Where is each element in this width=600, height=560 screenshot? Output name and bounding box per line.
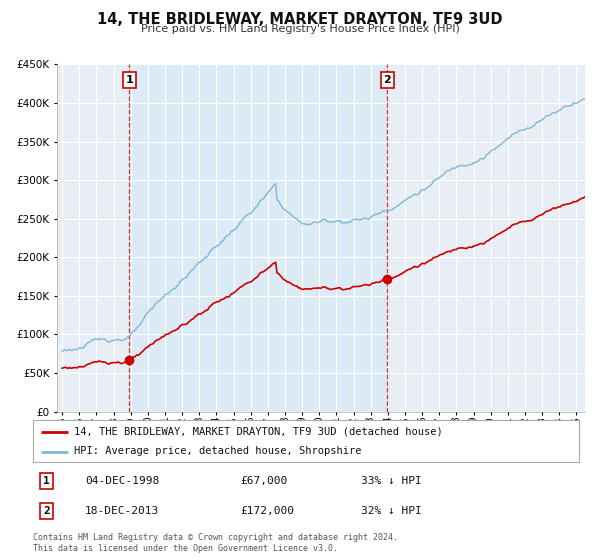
Text: 2: 2 bbox=[43, 506, 50, 516]
Text: 32% ↓ HPI: 32% ↓ HPI bbox=[361, 506, 421, 516]
Bar bbox=[130, 64, 387, 412]
Text: £172,000: £172,000 bbox=[241, 506, 295, 516]
Text: £67,000: £67,000 bbox=[241, 476, 288, 486]
Text: 33% ↓ HPI: 33% ↓ HPI bbox=[361, 476, 421, 486]
Text: 14, THE BRIDLEWAY, MARKET DRAYTON, TF9 3UD: 14, THE BRIDLEWAY, MARKET DRAYTON, TF9 3… bbox=[97, 12, 503, 27]
Text: 18-DEC-2013: 18-DEC-2013 bbox=[85, 506, 159, 516]
Text: 14, THE BRIDLEWAY, MARKET DRAYTON, TF9 3UD (detached house): 14, THE BRIDLEWAY, MARKET DRAYTON, TF9 3… bbox=[74, 427, 443, 437]
Text: 04-DEC-1998: 04-DEC-1998 bbox=[85, 476, 159, 486]
Text: Contains HM Land Registry data © Crown copyright and database right 2024.
This d: Contains HM Land Registry data © Crown c… bbox=[33, 533, 398, 553]
Text: HPI: Average price, detached house, Shropshire: HPI: Average price, detached house, Shro… bbox=[74, 446, 361, 456]
Text: 2: 2 bbox=[383, 75, 391, 85]
Text: 1: 1 bbox=[125, 75, 133, 85]
Text: Price paid vs. HM Land Registry's House Price Index (HPI): Price paid vs. HM Land Registry's House … bbox=[140, 24, 460, 34]
Text: 1: 1 bbox=[43, 476, 50, 486]
